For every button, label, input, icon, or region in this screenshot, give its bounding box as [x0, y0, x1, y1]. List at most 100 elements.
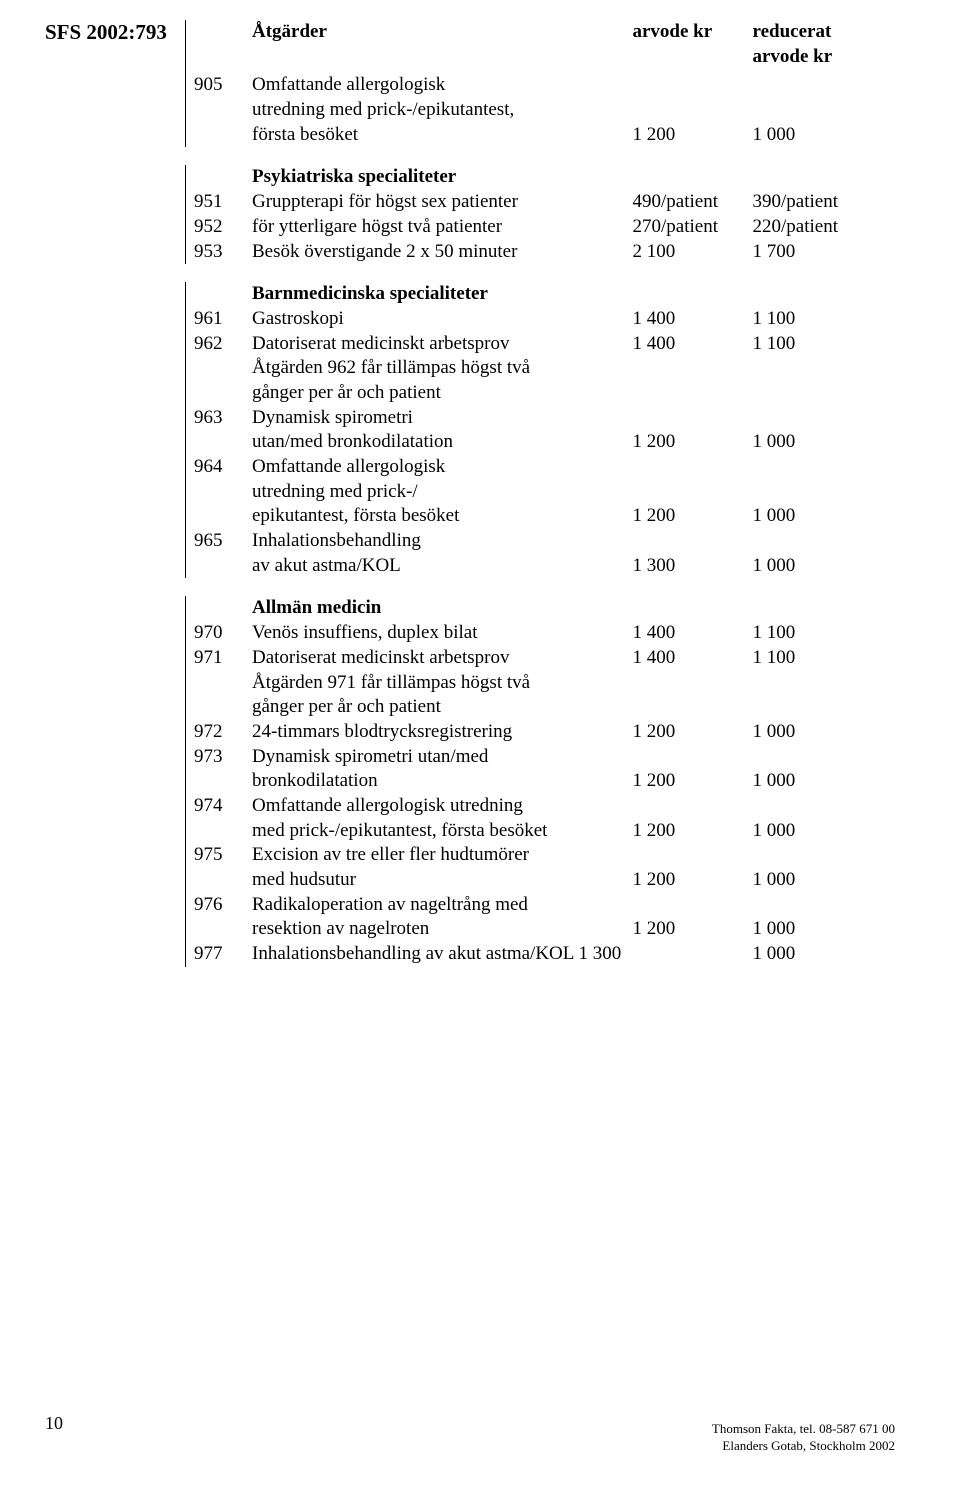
- row-reducerat: 1 000: [753, 918, 796, 939]
- table-row: bronkodilatation 1 200 1 000: [186, 769, 856, 794]
- row-reducerat: 1 000: [753, 555, 796, 576]
- row-reducerat: 1 100: [753, 647, 796, 668]
- row-reducerat: 1 100: [753, 333, 796, 354]
- row-reducerat: 1 000: [753, 869, 796, 890]
- row-arvode: 1 200: [633, 124, 676, 145]
- row-arvode: 1 200: [633, 721, 676, 742]
- table-row: första besöket 1 200 1 000: [186, 123, 856, 148]
- row-arvode: 270/patient: [633, 216, 718, 237]
- document-content: Åtgärder arvode kr reduceratarvode kr 905 Om…: [185, 20, 855, 967]
- table-row: 951Gruppterapi för högst sex patienter49…: [186, 190, 856, 215]
- row-arvode: 490/patient: [633, 191, 718, 212]
- row-reducerat: 1 000: [753, 124, 796, 145]
- row-desc: med prick-/epikutantest, första besöket: [252, 820, 547, 841]
- sfs-label: SFS 2002:793: [45, 20, 167, 45]
- section-heading-row: Barnmedicinska specialiteter: [186, 282, 856, 307]
- table-row: Åtgärden 962 får tillämpas högst två: [186, 356, 856, 381]
- row-desc: Omfattande allergologisk: [252, 74, 445, 95]
- row-desc: Dynamisk spirometri: [252, 407, 413, 428]
- row-desc: första besöket: [252, 124, 358, 145]
- table-row: 952 för ytterligare högst två patienter 27…: [186, 215, 856, 240]
- row-desc: Datoriserat medicinskt arbetsprov: [252, 647, 509, 668]
- header-atgarder: Åtgärder: [252, 21, 327, 42]
- table-row: 964Omfattande allergologisk: [186, 455, 856, 480]
- row-desc: Gruppterapi för högst sex patienter: [252, 191, 518, 212]
- table-row: Åtgärden 971 får tillämpas högst två: [186, 671, 856, 696]
- row-reducerat: 1 100: [753, 622, 796, 643]
- row-reducerat: 1 000: [753, 721, 796, 742]
- row-code: 961: [194, 308, 223, 329]
- header-reducerat: reduceratarvode kr: [753, 21, 833, 67]
- row-reducerat: 220/patient: [753, 216, 838, 237]
- table-row: 961Gastroskopi1 4001 100: [186, 307, 856, 332]
- row-code: 962: [194, 333, 223, 354]
- table-row: resektion av nagelroten1 2001 000: [186, 917, 856, 942]
- row-desc: Excision av tre eller fler hudtumörer: [252, 844, 529, 865]
- row-code: 977: [194, 943, 223, 964]
- row-arvode: 1 200: [633, 505, 676, 526]
- row-arvode: 1 400: [633, 622, 676, 643]
- row-desc: bronkodilatation: [252, 770, 378, 791]
- row-reducerat: 1 000: [753, 820, 796, 841]
- table-row: 905 Omfattande allergologisk: [186, 73, 856, 98]
- table-row: gånger per år och patient: [186, 381, 856, 406]
- table-row: av akut astma/KOL1 3001 000: [186, 554, 856, 579]
- row-desc: Besök överstigande 2 x 50 minuter: [252, 241, 517, 262]
- section-heading: Barnmedicinska specialiteter: [252, 283, 488, 304]
- row-desc: Venös insuffiens, duplex bilat: [252, 622, 478, 643]
- row-desc: utan/med bronkodilatation: [252, 431, 453, 452]
- row-arvode: 1 300: [578, 943, 621, 964]
- row-desc: resektion av nagelroten: [252, 918, 429, 939]
- header-arvode: arvode kr: [633, 21, 713, 42]
- table-row: med hudsutur1 2001 000: [186, 868, 856, 893]
- spacer: [186, 578, 856, 596]
- row-reducerat: 1 700: [753, 241, 796, 262]
- page-number: 10: [45, 1413, 63, 1434]
- spacer: [186, 264, 856, 282]
- table-row: 977 Inhalationsbehandling av akut astma/K…: [186, 942, 856, 967]
- row-desc: Inhalationsbehandling av akut astma/KOL: [252, 943, 574, 964]
- row-desc: Åtgärden 971 får tillämpas högst två: [252, 672, 530, 693]
- row-desc: epikutantest, första besöket: [252, 505, 459, 526]
- fee-table: Åtgärder arvode kr reduceratarvode kr 905 Om…: [185, 20, 856, 967]
- row-reducerat: 1 000: [753, 505, 796, 526]
- spacer: [186, 147, 856, 165]
- table-row: utan/med bronkodilatation1 2001 000: [186, 430, 856, 455]
- row-desc: med hudsutur: [252, 869, 356, 890]
- row-arvode: 1 400: [633, 647, 676, 668]
- row-code: 975: [194, 844, 223, 865]
- row-code: 971: [194, 647, 223, 668]
- section-heading: Psykiatriska specialiteter: [252, 166, 456, 187]
- table-row: 97224-timmars blodtrycksregistrering1 20…: [186, 720, 856, 745]
- row-reducerat: 390/patient: [753, 191, 838, 212]
- row-code: 973: [194, 746, 223, 767]
- section-heading: Allmän medicin: [252, 597, 381, 618]
- table-row: 970Venös insuffiens, duplex bilat1 4001 …: [186, 621, 856, 646]
- footer-publisher: Thomson Fakta, tel. 08-587 671 00 Elande…: [712, 1421, 895, 1455]
- row-arvode: 1 400: [633, 333, 676, 354]
- table-row: 962 Datoriserat medicinskt arbetsprov 1 40…: [186, 332, 856, 357]
- row-code: 963: [194, 407, 223, 428]
- row-desc: Radikaloperation av nageltrång med: [252, 894, 528, 915]
- table-row: med prick-/epikutantest, första besöket 1…: [186, 819, 856, 844]
- row-code: 974: [194, 795, 223, 816]
- row-desc: Åtgärden 962 får tillämpas högst två: [252, 357, 530, 378]
- table-row: epikutantest, första besöket 1 200 1 000: [186, 504, 856, 529]
- section-heading-row: Psykiatriska specialiteter: [186, 165, 856, 190]
- row-arvode: 1 200: [633, 770, 676, 791]
- table-row: 953Besök överstigande 2 x 50 minuter2 10…: [186, 240, 856, 265]
- row-reducerat: 1 000: [753, 770, 796, 791]
- row-reducerat: 1 100: [753, 308, 796, 329]
- row-code: 905: [194, 74, 223, 95]
- row-desc: Datoriserat medicinskt arbetsprov: [252, 333, 509, 354]
- row-desc: Inhalationsbehandling: [252, 530, 421, 551]
- section-heading-row: Allmän medicin: [186, 596, 856, 621]
- row-code: 964: [194, 456, 223, 477]
- row-code: 976: [194, 894, 223, 915]
- table-row: 965Inhalationsbehandling: [186, 529, 856, 554]
- table-row: 963 Dynamisk spirometri: [186, 406, 856, 431]
- row-desc: för ytterligare högst två patienter: [252, 216, 502, 237]
- row-desc: Omfattande allergologisk utredning: [252, 795, 523, 816]
- row-arvode: 1 400: [633, 308, 676, 329]
- row-code: 952: [194, 216, 223, 237]
